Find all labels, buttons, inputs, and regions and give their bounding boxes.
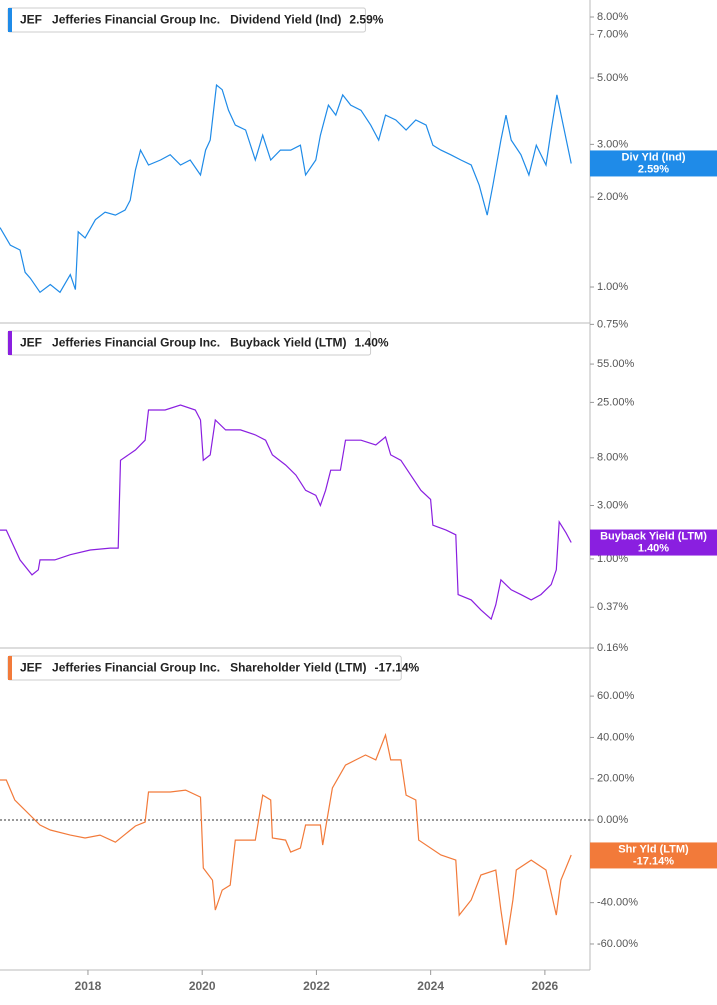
legend-part: Jefferies Financial Group Inc. bbox=[52, 13, 220, 27]
y-tick-label: 5.00% bbox=[597, 72, 628, 84]
series-line bbox=[0, 404, 572, 621]
y-tick-label: -60.00% bbox=[597, 938, 638, 950]
y-tick-label: 0.16% bbox=[597, 642, 628, 654]
y-tick-label: 8.00% bbox=[597, 452, 628, 464]
legend-part: 1.40% bbox=[355, 336, 389, 350]
legend-part: JEF bbox=[20, 336, 42, 350]
callout-value: -17.14% bbox=[633, 855, 674, 867]
y-tick-label: 1.00% bbox=[597, 553, 628, 565]
legend-part: Jefferies Financial Group Inc. bbox=[52, 661, 220, 675]
series-line bbox=[0, 732, 572, 946]
legend-swatch bbox=[8, 8, 12, 32]
legend-text: JEF Jefferies Financial Group Inc. Buyback… bbox=[20, 336, 389, 350]
y-tick-label: 0.75% bbox=[597, 318, 628, 330]
legend-header: JEF Jefferies Financial Group Inc. Dividen… bbox=[7, 7, 384, 33]
legend-header: JEF Jefferies Financial Group Inc. Buyback… bbox=[7, 330, 389, 356]
callout-label: Shr Yld (LTM) bbox=[618, 843, 689, 855]
legend-part: Buyback Yield (LTM) bbox=[230, 336, 346, 350]
legend-swatch bbox=[8, 656, 12, 680]
y-tick-label: 40.00% bbox=[597, 731, 635, 743]
x-tick-label: 2020 bbox=[189, 979, 216, 993]
y-tick-label: 2.00% bbox=[597, 191, 628, 203]
y-tick-label: 0.00% bbox=[597, 814, 628, 826]
y-tick-label: 3.00% bbox=[597, 138, 628, 150]
legend-text: JEF Jefferies Financial Group Inc. Shareho… bbox=[20, 661, 420, 675]
x-tick-label: 2026 bbox=[532, 979, 559, 993]
y-tick-label: 1.00% bbox=[597, 281, 628, 293]
last-value-callout bbox=[590, 150, 717, 177]
legend-part: JEF bbox=[20, 661, 42, 675]
callout-value: 1.40% bbox=[638, 542, 669, 554]
x-tick-label: 2024 bbox=[417, 979, 444, 993]
legend-part: Shareholder Yield (LTM) bbox=[230, 661, 366, 675]
legend-part: JEF bbox=[20, 13, 42, 27]
y-tick-label: 0.37% bbox=[597, 601, 628, 613]
legend-part: 2.59% bbox=[349, 13, 383, 27]
legend-part: -17.14% bbox=[375, 661, 420, 675]
callout-label: Div Yld (Ind) bbox=[622, 151, 686, 163]
y-tick-label: 60.00% bbox=[597, 690, 635, 702]
callout-value: 2.59% bbox=[638, 163, 669, 175]
y-tick-label: -40.00% bbox=[597, 897, 638, 909]
callout-label: Buyback Yield (LTM) bbox=[600, 530, 707, 542]
legend-part: Dividend Yield (Ind) bbox=[230, 13, 341, 27]
x-tick-label: 2022 bbox=[303, 979, 330, 993]
legend-header: JEF Jefferies Financial Group Inc. Shareho… bbox=[7, 655, 420, 681]
y-tick-label: 20.00% bbox=[597, 773, 635, 785]
series-line bbox=[0, 83, 572, 294]
y-tick-label: 7.00% bbox=[597, 28, 628, 40]
y-tick-label: 55.00% bbox=[597, 358, 635, 370]
legend-swatch bbox=[8, 331, 12, 355]
y-tick-label: 3.00% bbox=[597, 499, 628, 511]
legend-text: JEF Jefferies Financial Group Inc. Dividen… bbox=[20, 13, 384, 27]
y-tick-label: 8.00% bbox=[597, 11, 628, 23]
last-value-callout bbox=[590, 529, 717, 556]
x-tick-label: 2018 bbox=[75, 979, 102, 993]
y-tick-label: 25.00% bbox=[597, 396, 635, 408]
legend-part: Jefferies Financial Group Inc. bbox=[52, 336, 220, 350]
last-value-callout bbox=[590, 842, 717, 869]
